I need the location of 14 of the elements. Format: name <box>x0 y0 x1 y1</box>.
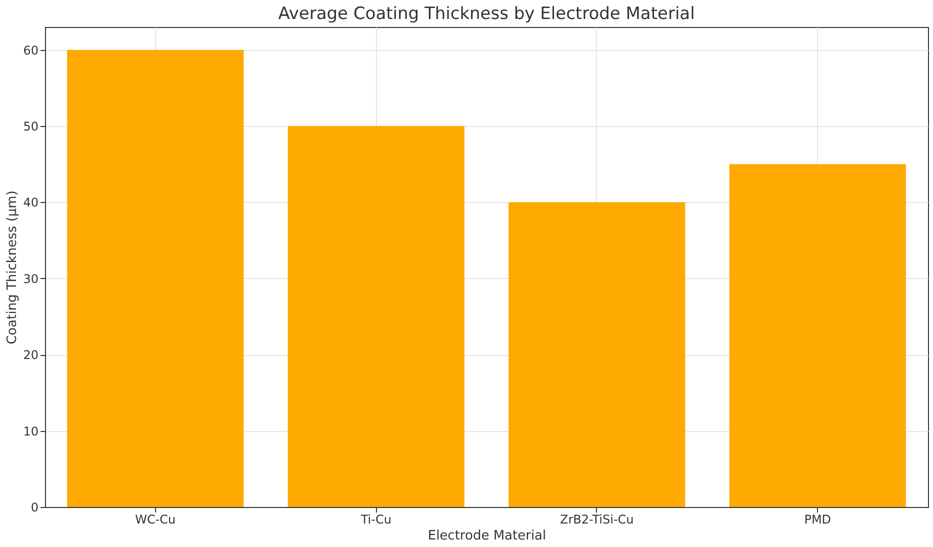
x-tick-label: PMD <box>804 512 832 526</box>
x-tick-label: WC-Cu <box>135 512 176 526</box>
y-tick-label: 50 <box>23 120 38 134</box>
y-tick-label: 0 <box>30 500 38 514</box>
chart-title: Average Coating Thickness by Electrode Material <box>278 4 695 24</box>
y-tick-label: 30 <box>23 272 38 286</box>
x-tick-label: ZrB2-TiSi-Cu <box>560 512 634 526</box>
y-tick-label: 20 <box>23 348 38 362</box>
y-tick-label: 60 <box>23 43 38 58</box>
y-axis-title: Coating Thickness (µm) <box>5 190 20 344</box>
x-tick-label: Ti-Cu <box>360 512 392 526</box>
x-axis-title: Electrode Material <box>428 528 546 544</box>
y-tick-label: 40 <box>23 196 38 210</box>
y-tick-label: 10 <box>23 424 38 438</box>
